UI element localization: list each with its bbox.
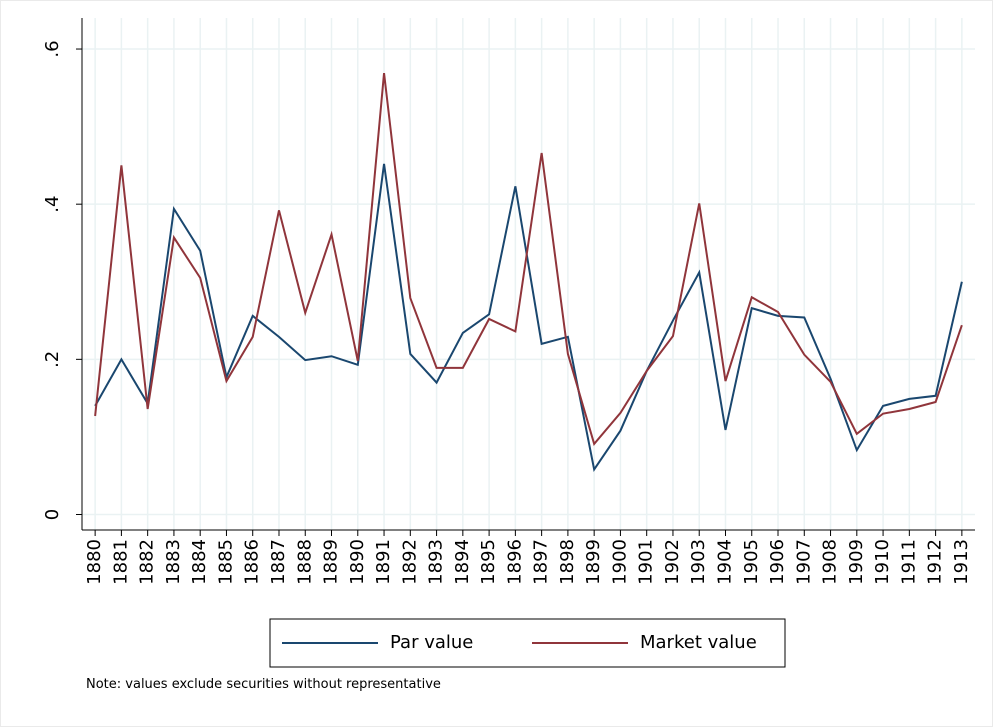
x-tick-label: 1908 [820,539,841,585]
x-tick-label: 1912 [925,539,946,585]
x-tick-label: 1883 [163,539,184,585]
x-tick-label: 1895 [478,539,499,585]
y-tick-label: .2 [42,351,63,368]
x-tick-label: 1899 [583,539,604,585]
x-tick-label: 1888 [294,539,315,585]
x-tick-label: 1891 [373,539,394,585]
x-tick-label: 1880 [84,539,105,585]
series-line [94,72,963,446]
x-tick-label: 1909 [846,539,867,585]
x-tick-label: 1890 [347,539,368,585]
x-tick-label: 1884 [189,539,210,585]
series-line [94,163,963,473]
y-tick-label: .4 [42,196,63,213]
y-tick-label: .6 [42,40,63,57]
note: Note: values exclude securities without … [86,677,441,692]
x-tick-label: 1892 [399,539,420,585]
x-tick-label: 1900 [609,539,630,585]
x-tick-label: 1896 [504,539,525,585]
x-tick-label: 1903 [688,539,709,585]
x-tick-label: 1894 [452,539,473,585]
x-tick-label: 1901 [636,539,657,585]
x-tick-label: 1893 [426,539,447,585]
y-tick-label: 0 [42,509,63,520]
legend-label: Market value [640,632,757,653]
x-tick-label: 1911 [898,539,919,585]
x-tick-label: 1885 [215,539,236,585]
x-tick-label: 1913 [951,539,972,585]
x-tick-label: 1906 [767,539,788,585]
legend-label: Par value [390,632,473,653]
x-tick-label: 1887 [268,539,289,585]
x-tick-label: 1886 [242,539,263,585]
x-tick-label: 1897 [531,539,552,585]
x-tick-label: 1898 [557,539,578,585]
x-tick-label: 1902 [662,539,683,585]
plot-area [82,18,975,530]
x-tick-label: 1882 [137,539,158,585]
x-tick-label: 1905 [741,539,762,585]
x-tick-label: 1881 [110,539,131,585]
x-tick-label: 1910 [872,539,893,585]
x-tick-label: 1889 [321,539,342,585]
x-tick-label: 1907 [793,539,814,585]
x-tick-label: 1904 [714,539,735,585]
